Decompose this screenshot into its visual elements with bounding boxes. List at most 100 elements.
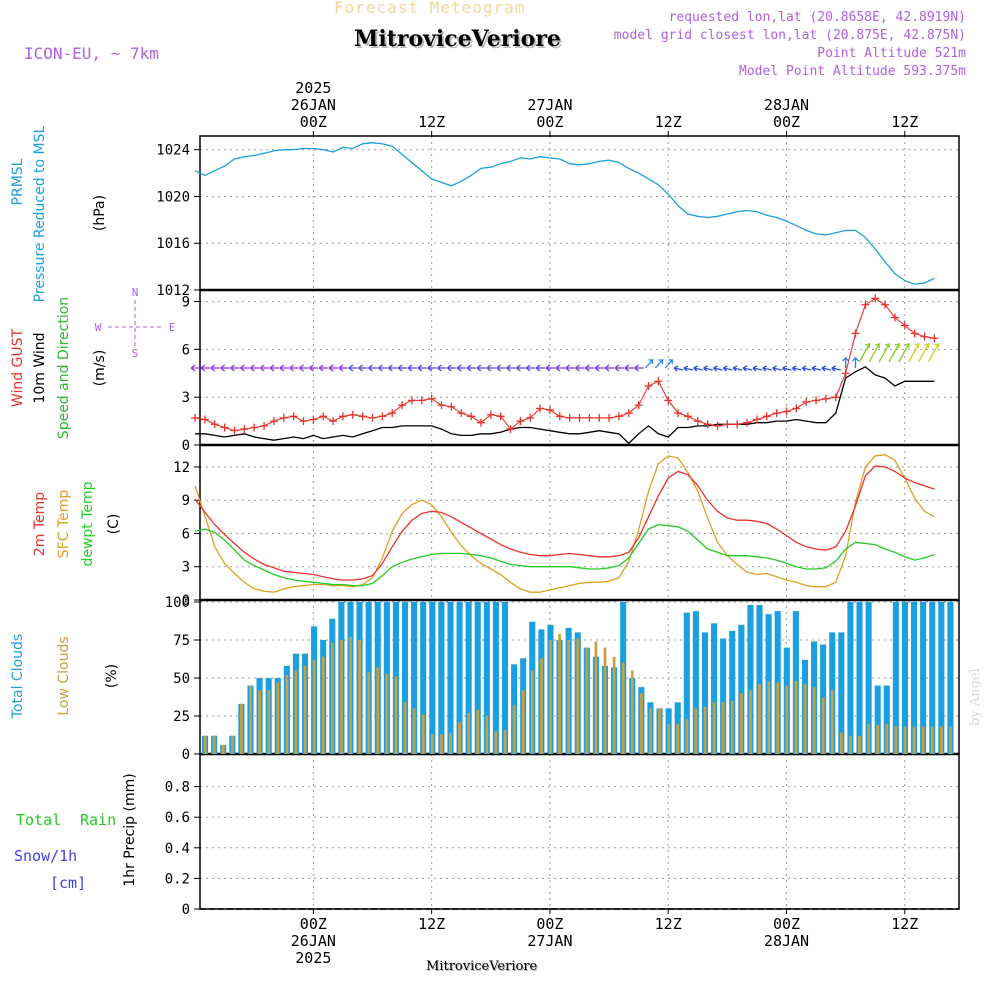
- low-cloud-bar: [467, 712, 471, 754]
- wind-gust-marker: [782, 407, 791, 416]
- wind-gust-marker: [752, 415, 761, 424]
- low-cloud-bar: [567, 640, 571, 754]
- wind-direction-arrow: [624, 364, 634, 372]
- wind-gust-marker: [388, 409, 397, 418]
- panel-frame-pressure: [199, 135, 960, 291]
- wind-direction-arrow: [318, 364, 329, 372]
- data-marks: [190, 142, 954, 754]
- wind-direction-arrow: [259, 364, 270, 372]
- wind-gust-marker: [348, 410, 357, 419]
- low-cloud-bar: [703, 706, 707, 754]
- low-cloud-bar: [621, 662, 625, 754]
- model-point-altitude: Model Point Altitude 593.375m: [739, 64, 966, 79]
- low-cloud-bar: [421, 714, 425, 754]
- bottom-time-label: 00Z: [300, 915, 327, 933]
- wind-direction-arrow: [703, 365, 713, 372]
- total-cloud-bar: [465, 602, 472, 754]
- axis-labels: 10121016102010240369036912025507510000.2…: [10, 79, 918, 967]
- total-cloud-bar: [747, 605, 754, 754]
- low-cloud-bar: [430, 734, 434, 754]
- wind-direction-arrow: [358, 364, 368, 372]
- low-cloud-bar: [312, 659, 316, 754]
- low-cloud-bar: [594, 641, 598, 754]
- wind-gust-label: Wind GUST: [10, 328, 26, 407]
- total-cloud-bar: [438, 602, 445, 754]
- compass-e: E: [169, 321, 176, 334]
- low-cloud-bar: [576, 638, 580, 754]
- low-cloud-bar: [894, 726, 898, 754]
- wind-direction-arrow: [348, 364, 358, 372]
- low-cloud-bar: [494, 731, 498, 754]
- wind-gust-marker: [624, 409, 633, 418]
- wind-gust-marker: [644, 382, 653, 391]
- y-tick-label-temp: 12: [173, 460, 190, 476]
- sfc-temp-label: SFC Temp: [56, 490, 72, 559]
- y-tick-label-wind: 0: [182, 438, 190, 454]
- wind-direction-arrow: [742, 365, 753, 372]
- low-cloud-bar: [458, 722, 461, 754]
- low-cloud-bar: [221, 744, 225, 754]
- panel-frame-precip: [199, 753, 960, 910]
- bottom-time-label: 12Z: [655, 915, 682, 933]
- wind-gust-marker: [683, 412, 692, 421]
- wind-gust-marker: [565, 413, 574, 422]
- low-cloud-bar: [585, 647, 589, 754]
- low-cloud-bar: [721, 702, 725, 754]
- wind-direction-arrow: [200, 364, 210, 372]
- low-cloud-bar: [285, 674, 289, 754]
- top-time-label: 12Z: [418, 113, 445, 131]
- wind-direction-arrow: [683, 365, 694, 372]
- wind-direction-arrow: [811, 365, 822, 372]
- wind-gust-marker: [299, 417, 308, 426]
- wind-gust-marker: [664, 396, 673, 405]
- bottom-time-label: 12Z: [418, 915, 445, 933]
- wind-direction-arrow: [722, 365, 733, 372]
- wind-gust-marker: [358, 412, 367, 421]
- wind-direction-arrow: [417, 364, 427, 372]
- wind-gust-marker: [368, 413, 377, 422]
- low-cloud-bar: [385, 673, 389, 754]
- wind-gust-marker: [910, 329, 919, 338]
- low-cloud-bar: [403, 702, 407, 754]
- bottom-time-label: 00Z: [773, 915, 800, 933]
- dewpoint-label: dewpt Temp: [80, 481, 96, 566]
- y-tick-label-pressure: 1016: [156, 236, 190, 252]
- wind-gust-marker: [398, 401, 407, 410]
- wind-direction-arrow: [614, 364, 624, 372]
- wind-gust-marker: [674, 409, 683, 418]
- wind-direction-arrow: [249, 364, 260, 372]
- dewpoint-line: [194, 523, 935, 587]
- wind-direction-arrow: [387, 364, 398, 372]
- bottom-date-label: 28JAN: [764, 932, 809, 950]
- wind-gust-marker: [614, 412, 623, 421]
- wind-gust-marker: [693, 417, 702, 426]
- wind-direction-arrow: [917, 343, 930, 363]
- wind-gust-marker: [772, 409, 781, 418]
- wind-gust-marker: [319, 412, 328, 421]
- wind-gust-marker: [723, 420, 732, 429]
- top-date-label: 27JAN: [527, 96, 572, 114]
- wind-gust-marker: [378, 412, 387, 421]
- wind-gust-marker: [476, 418, 485, 427]
- wind-direction-arrow: [565, 364, 575, 372]
- low-cloud-bar: [612, 656, 616, 754]
- wind-direction-arrow: [693, 365, 703, 372]
- low-cloud-bar: [876, 725, 880, 754]
- low-cloud-bar: [676, 723, 680, 754]
- precip-rain-label: Rain: [80, 811, 116, 829]
- precip-total-label: Total: [16, 811, 61, 829]
- wind-direction-arrow: [437, 364, 447, 372]
- wind-gust-marker: [220, 423, 229, 432]
- low-cloud-bar: [321, 656, 325, 754]
- total-cloud-bar: [411, 602, 418, 754]
- compass-w: W: [95, 321, 102, 334]
- low-cloud-bar: [303, 665, 307, 754]
- total-cloud-bar: [838, 632, 845, 754]
- low-cloud-bar: [730, 700, 734, 754]
- total-clouds-label: Total Clouds: [10, 634, 26, 719]
- product-title: Forecast Meteogram: [334, 0, 526, 17]
- wind-gust-marker: [605, 413, 614, 422]
- low-cloud-bar: [349, 636, 352, 754]
- y-tick-label-temp: 9: [182, 493, 190, 509]
